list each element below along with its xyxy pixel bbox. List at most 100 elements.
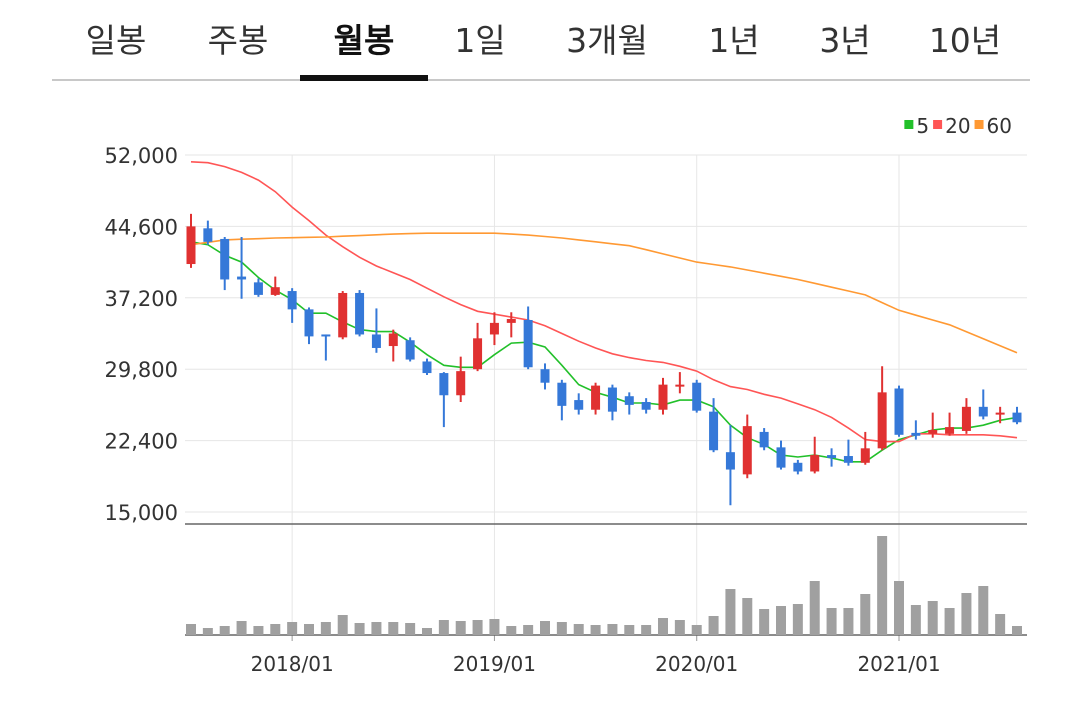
candle-body: [186, 226, 196, 265]
volume-bar: [995, 614, 1006, 635]
volume-bar: [556, 622, 567, 635]
candle-body: [220, 238, 230, 280]
tab[interactable]: 월봉: [334, 21, 395, 60]
volume-bar: [388, 622, 399, 635]
volume-bar: [792, 604, 803, 635]
candle-body: [827, 455, 837, 458]
volume-bar: [573, 624, 584, 635]
legend-label: 5: [916, 114, 929, 138]
volume-bar: [236, 621, 247, 635]
volume-bar: [927, 601, 938, 635]
volume-bar: [186, 624, 196, 635]
candle-body: [945, 427, 955, 434]
y-tick-label: 44,600: [105, 215, 178, 239]
tab[interactable]: 1일: [454, 21, 505, 60]
candle-body: [675, 384, 685, 387]
x-tick-label: 2018/01: [251, 652, 334, 676]
candle-body: [894, 388, 904, 435]
candle-body: [388, 333, 398, 347]
y-tick-label: 29,800: [105, 358, 178, 382]
candle-body: [253, 282, 263, 295]
volume-bar: [708, 616, 719, 635]
volume-bar: [540, 621, 550, 635]
candle-body: [456, 371, 466, 396]
volume-bar: [624, 625, 635, 635]
candle-body: [607, 387, 617, 412]
candle-body: [692, 382, 702, 411]
volume-bar: [843, 608, 854, 635]
volume-bar: [894, 581, 904, 635]
candle-body: [860, 448, 870, 463]
ma-line: [190, 232, 1018, 354]
candle-body: [810, 455, 820, 472]
volume-bar: [826, 608, 837, 635]
volume-bar: [523, 625, 534, 635]
candle-body: [439, 373, 449, 396]
candle-body: [591, 385, 601, 410]
x-tick-label: 2021/01: [857, 652, 940, 676]
candle-body: [287, 291, 297, 310]
candle-body: [624, 396, 634, 405]
volume-bar: [320, 622, 331, 635]
volume-bar: [658, 618, 668, 635]
legend-swatch: [933, 120, 943, 129]
candle-body: [759, 431, 769, 448]
ma-line: [190, 241, 1018, 463]
x-tick-label: 2019/01: [453, 652, 536, 676]
y-tick-label: 37,200: [105, 287, 178, 311]
candle-body: [304, 309, 314, 337]
candle-body: [371, 334, 381, 348]
volume-bar: [961, 593, 972, 635]
candle-body: [540, 369, 550, 383]
volume-bar: [590, 625, 601, 635]
volume-bar: [438, 620, 449, 635]
volume-bar: [641, 625, 652, 635]
candle-body: [928, 429, 938, 434]
volume-bar: [337, 615, 348, 635]
volume-bar: [405, 623, 416, 635]
candle-body: [742, 426, 752, 475]
tab[interactable]: 일봉: [86, 21, 147, 60]
legend-swatch: [904, 120, 914, 129]
candle-body: [776, 447, 786, 468]
volume-bar: [354, 623, 365, 635]
candle-body: [473, 338, 483, 370]
volume-bar: [944, 608, 955, 635]
volume-bar: [219, 626, 230, 635]
x-tick-label: 2020/01: [655, 652, 738, 676]
candle-body: [641, 402, 651, 410]
tab[interactable]: 주봉: [208, 21, 269, 60]
volume-bar: [472, 620, 483, 635]
candle-body: [203, 228, 213, 242]
candle-body: [793, 462, 803, 472]
candle-body: [523, 319, 533, 368]
volume-bar: [455, 621, 466, 635]
volume-bar: [809, 581, 820, 635]
y-tick-label: 22,400: [105, 430, 178, 454]
volume-bar: [506, 626, 517, 635]
volume-bar: [1012, 626, 1022, 635]
candle-body: [574, 400, 584, 410]
candle-body: [978, 406, 988, 417]
volume-bar: [742, 598, 753, 635]
volume-bar: [860, 594, 871, 635]
volume-bar: [287, 622, 298, 635]
candle-body: [405, 340, 415, 360]
tab[interactable]: 1년: [708, 21, 759, 60]
legend-swatch: [974, 120, 984, 129]
tab[interactable]: 3년: [819, 21, 870, 60]
candle-body: [270, 287, 280, 295]
candle-body: [961, 406, 971, 431]
candle-body: [658, 384, 668, 410]
candle-body: [843, 456, 853, 463]
candle-body: [489, 322, 499, 335]
volume-bar: [489, 619, 500, 635]
y-tick-label: 52,000: [105, 144, 178, 168]
tab[interactable]: 10년: [929, 21, 1001, 60]
volume-bar: [422, 628, 432, 635]
candle-body: [1012, 412, 1022, 423]
volume-bar: [877, 536, 888, 635]
volume-bar: [371, 622, 382, 635]
tab[interactable]: 3개월: [566, 21, 648, 60]
